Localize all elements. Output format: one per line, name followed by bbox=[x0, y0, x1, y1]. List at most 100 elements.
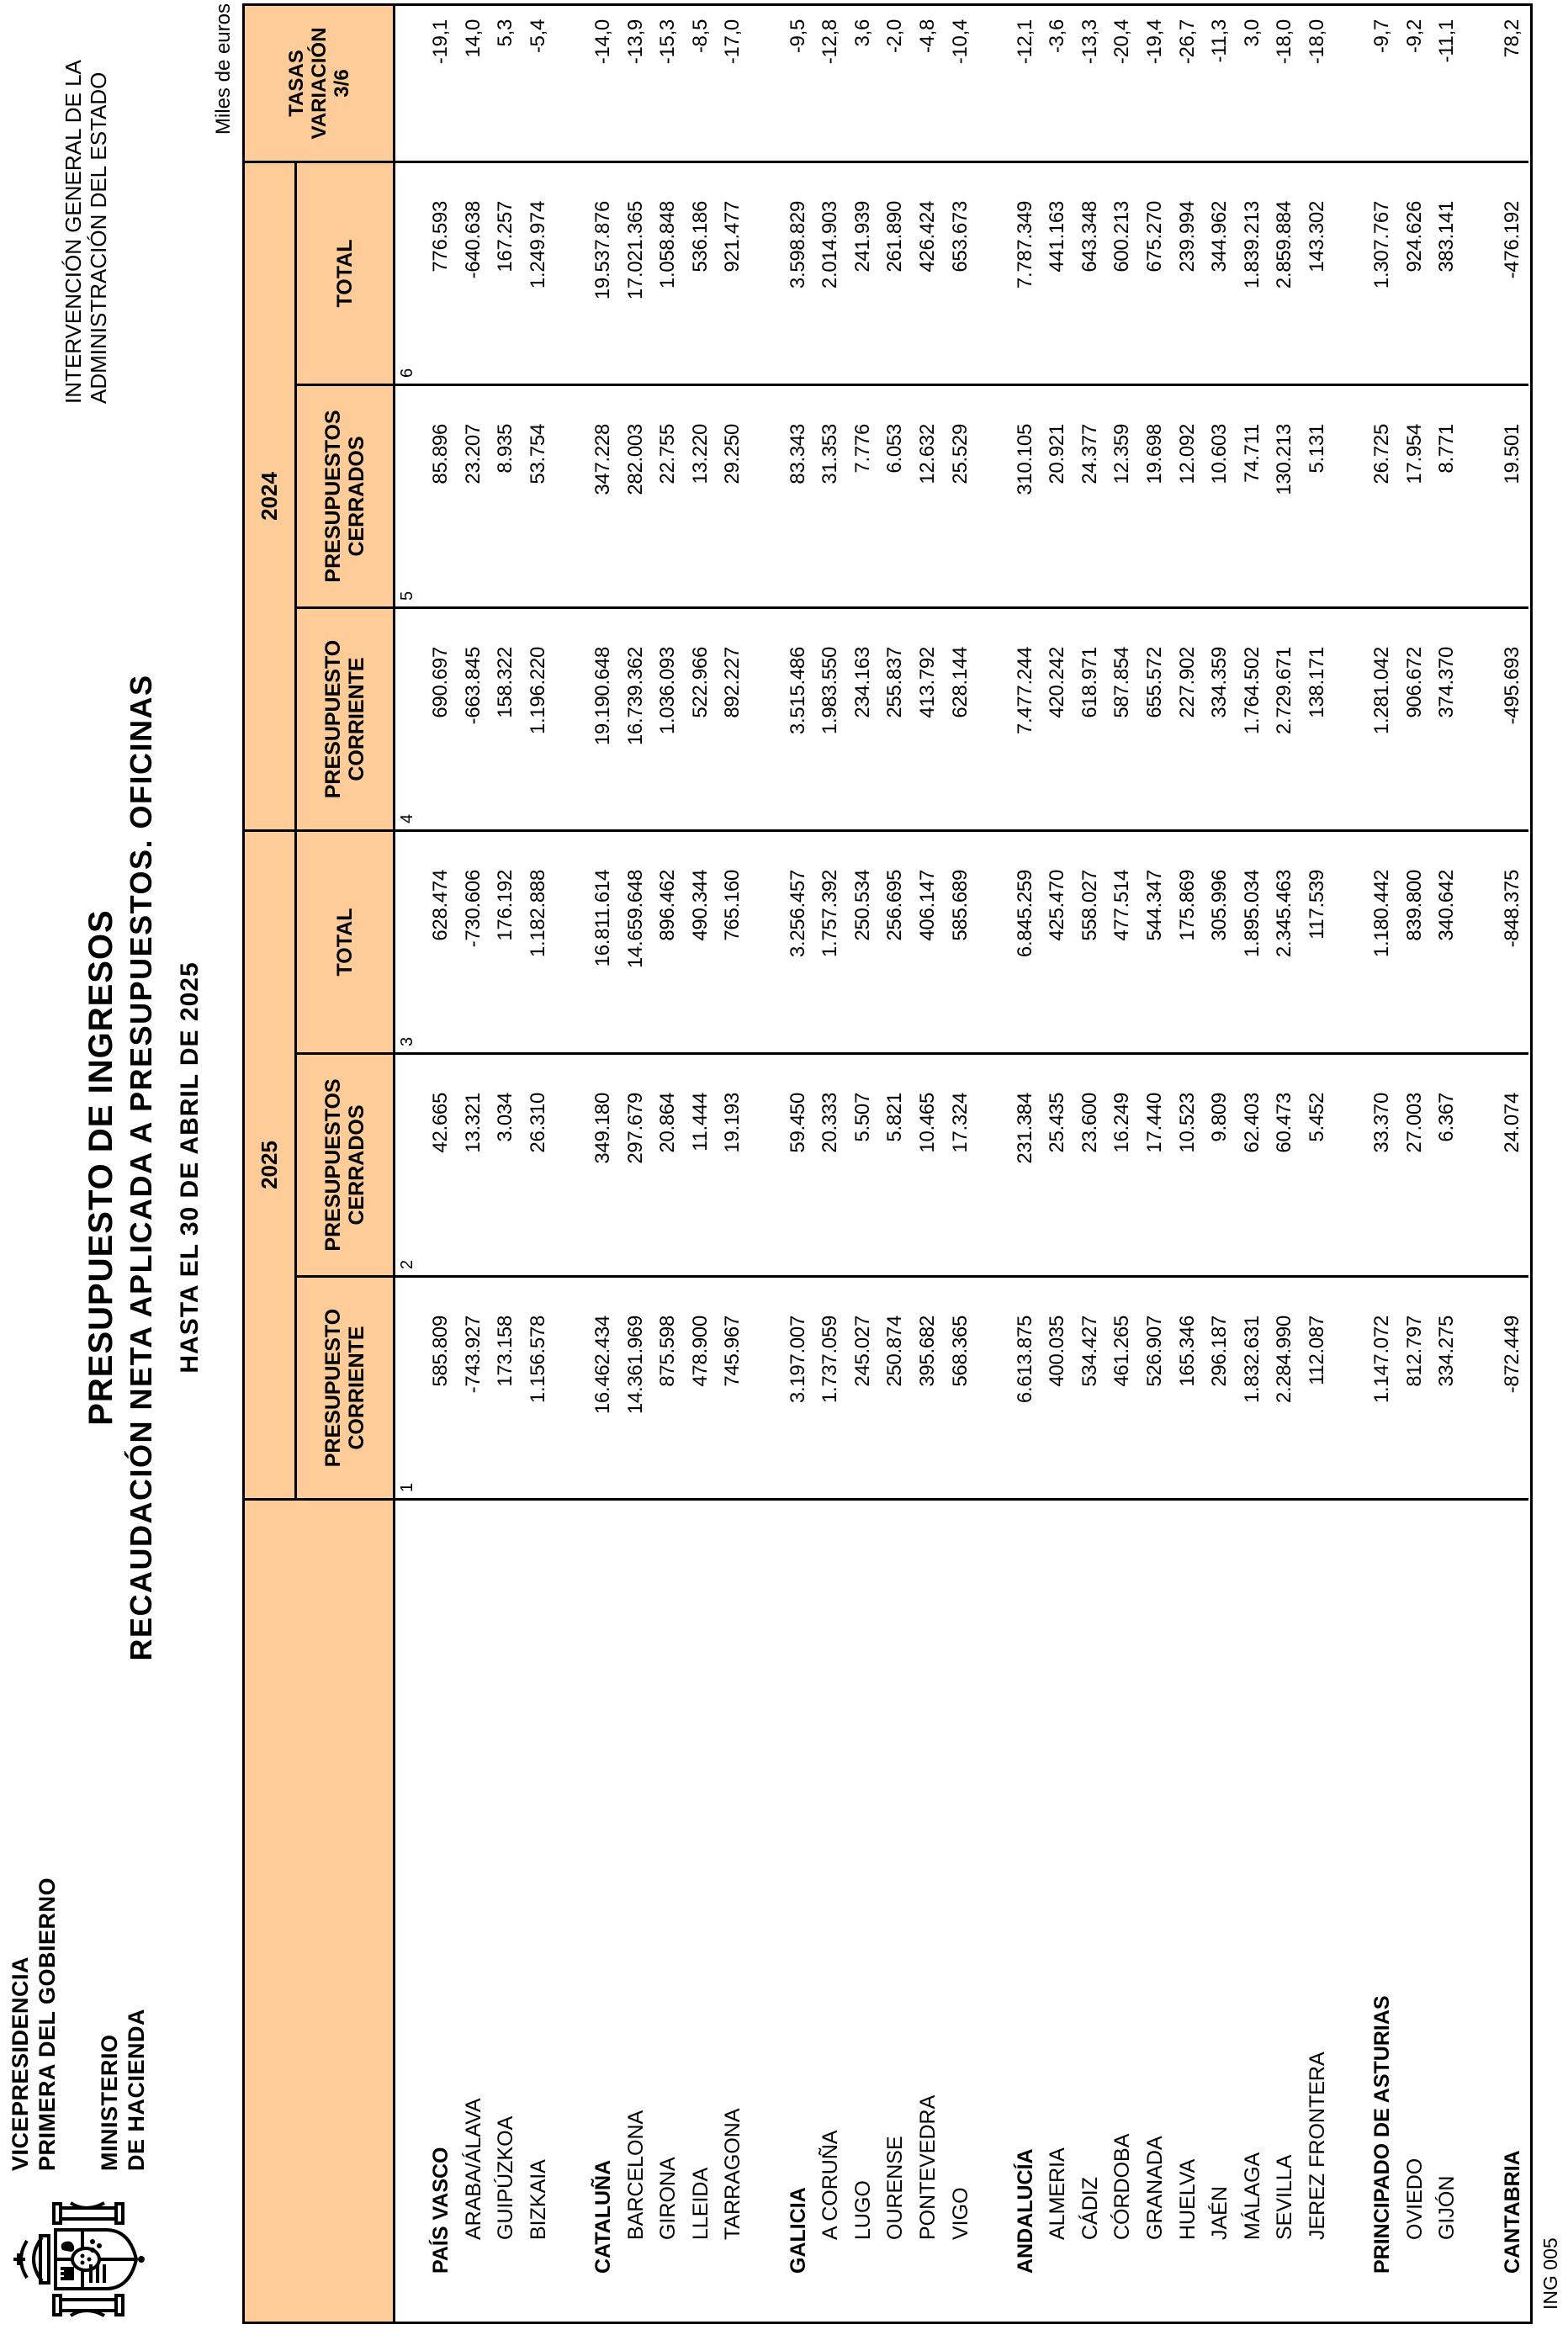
value-cell: 340.642 bbox=[1431, 829, 1464, 1052]
row-name-cell: OVIEDO bbox=[1398, 1498, 1432, 2322]
value-cell: 5,3 bbox=[494, 19, 517, 47]
value-cell: 812.797 bbox=[1398, 1275, 1432, 1498]
table-row: CÓRDOBA 461.265 16.249 477.514 587.854 12.359… bbox=[1106, 6, 1140, 2322]
column-number-spacer bbox=[395, 6, 425, 161]
value-cell: 23.600 bbox=[1073, 1052, 1107, 1275]
value-cell: 20.333 bbox=[814, 1052, 847, 1275]
value-cell: 1.764.502 bbox=[1236, 606, 1269, 829]
value-cell: 906.672 bbox=[1398, 606, 1432, 829]
value-cell: 585.689 bbox=[944, 829, 977, 1052]
value-cell: 478.900 bbox=[684, 1275, 718, 1498]
row-name-cell: HUELVA bbox=[1171, 1498, 1205, 2322]
value-cell: 12.359 bbox=[1106, 384, 1140, 606]
value-cell: 17.324 bbox=[944, 1052, 977, 1275]
col-header-presupuesto-corriente-2025: PRESUPUESTO CORRIENTE bbox=[297, 1275, 393, 1498]
value-cell: 310.105 bbox=[1009, 384, 1042, 606]
value-cell: -17,0 bbox=[721, 19, 744, 65]
table-row: BIZKAIA 1.156.578 26.310 1.182.888 1.196.220… bbox=[522, 6, 555, 2322]
value-cell: 112.087 bbox=[1301, 1275, 1334, 1498]
value-cell bbox=[1464, 1275, 1496, 1498]
value-cell bbox=[977, 606, 1009, 829]
value-cell: 175.869 bbox=[1171, 829, 1205, 1052]
value-cell: -10,4 bbox=[948, 19, 972, 65]
table-body: PAÍS VASCO 585.809 42.665 628.474 690.697 85.… bbox=[425, 6, 1530, 2322]
column-number-6: 6 bbox=[395, 161, 425, 384]
value-cell: -663.845 bbox=[457, 606, 490, 829]
value-cell: -872.449 bbox=[1496, 1275, 1529, 1498]
value-cell: 85.896 bbox=[425, 384, 458, 606]
value-cell: -12,8 bbox=[818, 19, 842, 65]
value-cell: 3.034 bbox=[490, 1052, 522, 1275]
value-cell: 3.598.829 bbox=[781, 161, 815, 384]
value-cell: 1.147.072 bbox=[1366, 1275, 1399, 1498]
row-name-cell: CÁDIZ bbox=[1073, 1498, 1107, 2322]
value-cell: 334.275 bbox=[1431, 1275, 1464, 1498]
value-cell: 9.809 bbox=[1204, 1052, 1237, 1275]
value-cell: -18,0 bbox=[1273, 19, 1296, 65]
value-cell: 20.864 bbox=[652, 1052, 685, 1275]
value-cell: 158.322 bbox=[490, 606, 522, 829]
value-cell: 255.837 bbox=[879, 606, 912, 829]
value-cell: 1.757.392 bbox=[814, 829, 847, 1052]
value-cell: -18,0 bbox=[1306, 19, 1329, 65]
table-row: JAÉN 296.187 9.809 305.996 334.359 10.603 344.… bbox=[1204, 6, 1237, 2322]
tasas-variacion-header: TASAS VARIACIÓN 3/6 bbox=[245, 6, 393, 161]
value-cell: 17.954 bbox=[1398, 384, 1432, 606]
value-cell: 3.515.486 bbox=[781, 606, 815, 829]
row-name-cell: JEREZ FRONTERA bbox=[1301, 1498, 1334, 2322]
value-cell: 1.180.442 bbox=[1366, 829, 1399, 1052]
value-cell: -13,9 bbox=[623, 19, 647, 65]
value-cell: 25.529 bbox=[944, 384, 977, 606]
table-row: PONTEVEDRA 395.682 10.465 406.147 413.792 12.… bbox=[911, 6, 945, 2322]
row-name-cell: SEVILLA bbox=[1269, 1498, 1302, 2322]
value-cell bbox=[1464, 6, 1496, 161]
col-header-total-2024: TOTAL bbox=[297, 161, 393, 384]
value-cell: -476.192 bbox=[1496, 161, 1529, 384]
value-cell: 60.473 bbox=[1269, 1052, 1302, 1275]
form-code: ING 005 bbox=[1539, 2237, 1561, 2310]
table-row: OVIEDO 812.797 27.003 839.800 906.672 17.954 9… bbox=[1398, 6, 1432, 2322]
value-cell bbox=[977, 1275, 1009, 1498]
value-cell: 167.257 bbox=[490, 161, 522, 384]
value-cell: 675.270 bbox=[1139, 161, 1172, 384]
region-column-header bbox=[245, 1498, 393, 2322]
value-cell: 74.711 bbox=[1236, 384, 1269, 606]
row-name-cell: GIJÓN bbox=[1431, 1498, 1464, 2322]
value-cell: 628.144 bbox=[944, 606, 977, 829]
value-cell: 1.839.213 bbox=[1236, 161, 1269, 384]
value-cell bbox=[749, 606, 782, 829]
value-cell: 10.523 bbox=[1171, 1052, 1205, 1275]
value-cell bbox=[977, 829, 1009, 1052]
value-cell: 17.021.365 bbox=[619, 161, 653, 384]
value-cell: 130.213 bbox=[1269, 384, 1302, 606]
value-cell: 26.310 bbox=[522, 1052, 555, 1275]
value-cell: 490.344 bbox=[684, 829, 718, 1052]
value-cell: 234.163 bbox=[846, 606, 880, 829]
value-cell: 924.626 bbox=[1398, 161, 1432, 384]
col-header-line: CERRADOS bbox=[345, 1104, 368, 1226]
value-cell: 173.158 bbox=[490, 1275, 522, 1498]
col-header-presupuestos-cerrados-2025: PRESUPUESTOS CERRADOS bbox=[297, 1052, 393, 1275]
value-cell: 921.477 bbox=[717, 161, 750, 384]
value-cell: 27.003 bbox=[1398, 1052, 1432, 1275]
value-cell: -9,2 bbox=[1402, 19, 1426, 54]
value-cell bbox=[1333, 161, 1367, 384]
row-name-cell bbox=[977, 1498, 1009, 2322]
table-row bbox=[1333, 6, 1367, 2322]
value-cell: -5,4 bbox=[526, 19, 549, 54]
value-cell: 7.477.244 bbox=[1009, 606, 1042, 829]
value-cell: 2.859.884 bbox=[1269, 161, 1302, 384]
value-cell: 1.983.550 bbox=[814, 606, 847, 829]
column-number-3: 3 bbox=[395, 829, 425, 1052]
value-cell: 1.182.888 bbox=[522, 829, 555, 1052]
value-cell: -3,6 bbox=[1046, 19, 1069, 54]
spain-coat-of-arms-icon bbox=[13, 2201, 145, 2317]
row-name-cell: PAÍS VASCO bbox=[425, 1498, 458, 2322]
row-name-cell: VIGO bbox=[944, 1498, 977, 2322]
budget-table: 2025 2024 TASAS VARIACIÓN 3/6 PRESUPUEST… bbox=[242, 3, 1533, 2324]
col-header-line: TOTAL bbox=[333, 239, 357, 308]
table-row: OURENSE 250.874 5.821 256.695 255.837 6.053 26… bbox=[879, 6, 912, 2322]
value-cell bbox=[977, 384, 1009, 606]
value-cell bbox=[1333, 1052, 1367, 1275]
col-header-line: CORRIENTE bbox=[345, 657, 368, 781]
